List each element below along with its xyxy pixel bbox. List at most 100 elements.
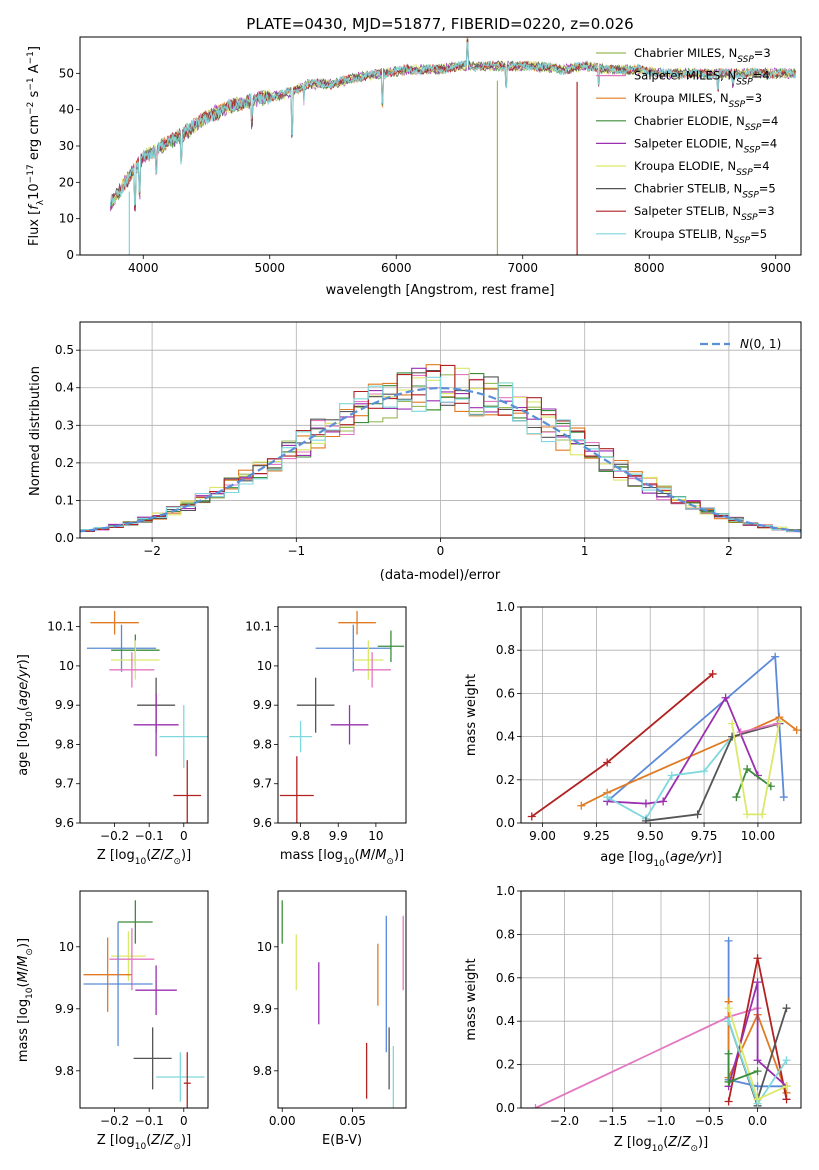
label-part: Salpeter ELODIE, N xyxy=(634,136,744,150)
x-tick-label: −0.2 xyxy=(100,829,129,843)
label-part: ] xyxy=(27,46,42,51)
y-tick-label: 1.0 xyxy=(496,600,515,614)
label-part: Kroupa ELODIE, N xyxy=(634,159,736,173)
x-tick-label: 0.0 xyxy=(748,1114,767,1128)
label-part: Chabrier ELODIE, N xyxy=(634,114,745,128)
series-marker xyxy=(736,728,745,737)
y-tick-label: 0.6 xyxy=(496,971,515,985)
label-part: ⊙ xyxy=(386,857,394,867)
label-part: −2 xyxy=(26,102,36,115)
x-tick-label: 9.00 xyxy=(529,829,556,843)
label-part: ( xyxy=(663,1135,668,1150)
y-tick-label: 0.8 xyxy=(496,927,515,941)
label-part: SSP xyxy=(734,236,751,246)
label-part: erg cm xyxy=(27,115,42,164)
y-axis-label: mass [log10(M/M⊙)] xyxy=(16,938,35,1062)
plot-area-age_vs_Z xyxy=(86,610,208,823)
y-tick-label: 0.2 xyxy=(496,1058,515,1072)
series-marker xyxy=(700,767,709,776)
label-part: s xyxy=(27,90,42,101)
series-marker xyxy=(753,1095,762,1104)
legend-label: Salpeter ELODIE, NSSP=4 xyxy=(634,136,777,155)
series-marker xyxy=(724,1017,733,1026)
label-part: age/yr xyxy=(670,850,713,865)
plot-area-spectrum xyxy=(109,37,797,255)
panel-weight_vs_age: 9.00 9.25 9.50 9.75 10.00 0.0 0.2 0.4 0.6 0.8 1.0 a… xyxy=(464,600,802,869)
series-marker xyxy=(758,810,767,819)
label-part: 10 xyxy=(135,1142,147,1152)
label-part: N xyxy=(740,337,749,351)
series-marker xyxy=(641,816,650,823)
x-axis-label: Z [log10(Z/Z⊙)] xyxy=(614,1135,708,1154)
y-tick-label: 0.4 xyxy=(496,1014,515,1028)
label-part: SSP xyxy=(737,55,754,65)
label-part: SSP xyxy=(742,191,759,201)
legend-label: Kroupa ELODIE, NSSP=4 xyxy=(634,159,770,178)
series-marker xyxy=(659,797,668,806)
series-marker xyxy=(531,1104,540,1108)
y-tick-label: 0.2 xyxy=(55,456,74,470)
y-tick-label: 20 xyxy=(59,175,74,189)
y-tick-label: 10 xyxy=(257,659,272,673)
x-tick-label: 5000 xyxy=(254,261,285,275)
label-part: Z [log xyxy=(97,1133,135,1148)
label-part: ( xyxy=(16,706,31,711)
label-part: =4 xyxy=(760,136,777,150)
y-tick-label: 10.1 xyxy=(47,620,74,634)
label-part: Chabrier MILES, N xyxy=(634,46,737,60)
series-marker xyxy=(743,810,752,819)
series-line-salpeter_elodie xyxy=(727,981,788,1087)
y-tick-label: 50 xyxy=(59,66,74,80)
label-part: Z xyxy=(681,1135,692,1150)
legend-label: Chabrier MILES, NSSP=3 xyxy=(634,46,771,65)
label-part: SSP xyxy=(745,123,762,133)
series-marker xyxy=(527,812,536,821)
plot-area-weight_vs_Z xyxy=(531,936,791,1108)
y-tick-label: 0.1 xyxy=(55,493,74,507)
x-tick-label: −1 xyxy=(287,544,305,558)
x-tick-label: 9.9 xyxy=(329,829,348,843)
x-tick-label: 4000 xyxy=(128,261,159,275)
label-part: (0, 1) xyxy=(749,337,781,351)
label-part: M xyxy=(16,956,31,967)
label-part: age/yr xyxy=(16,663,31,706)
y-tick-label: 0.0 xyxy=(55,531,74,545)
axes-frame xyxy=(277,890,407,1109)
label-part: 10 xyxy=(135,857,147,867)
y-tick-label: 30 xyxy=(59,139,74,153)
y-tick-label: 0.0 xyxy=(496,1101,515,1115)
series-marker xyxy=(753,978,762,987)
label-part: =3 xyxy=(745,91,762,105)
label-part: )] xyxy=(181,848,191,863)
y-tick-label: 9.6 xyxy=(55,816,74,830)
y-tick-label: 0.4 xyxy=(496,730,515,744)
label-part: =3 xyxy=(754,46,771,60)
label-part: =5 xyxy=(750,227,767,241)
axes-frame xyxy=(79,606,209,824)
panel-mass_vs_ebv: 0.00 0.05 9.8 9.9 10 E(B-V) xyxy=(253,890,407,1148)
series-marker xyxy=(782,1095,791,1104)
x-tick-label: 6000 xyxy=(381,261,412,275)
label-part: M xyxy=(360,848,371,863)
label-part: / xyxy=(371,848,376,863)
x-tick-label: 0 xyxy=(180,1114,188,1128)
series-marker xyxy=(603,758,612,767)
series-marker xyxy=(724,1097,733,1106)
series-marker xyxy=(641,799,650,808)
y-tick-label: 9.6 xyxy=(253,816,272,830)
y-tick-label: 9.9 xyxy=(253,1002,272,1016)
y-axis-label: mass weight xyxy=(464,674,479,756)
series-marker xyxy=(577,801,586,810)
legend-label: Kroupa MILES, NSSP=3 xyxy=(634,91,762,110)
label-part: =4 xyxy=(753,69,770,83)
x-tick-label: −0.2 xyxy=(100,1114,129,1128)
x-tick-label: 0.00 xyxy=(269,1114,296,1128)
label-part: Z [log xyxy=(614,1135,652,1150)
label-part: / xyxy=(677,1135,682,1150)
legend-label: N(0, 1) xyxy=(740,337,781,351)
label-part: Kroupa STELIB, N xyxy=(634,227,734,241)
x-tick-label: 10.00 xyxy=(741,829,775,843)
plot-area-age_vs_mass xyxy=(279,610,405,823)
